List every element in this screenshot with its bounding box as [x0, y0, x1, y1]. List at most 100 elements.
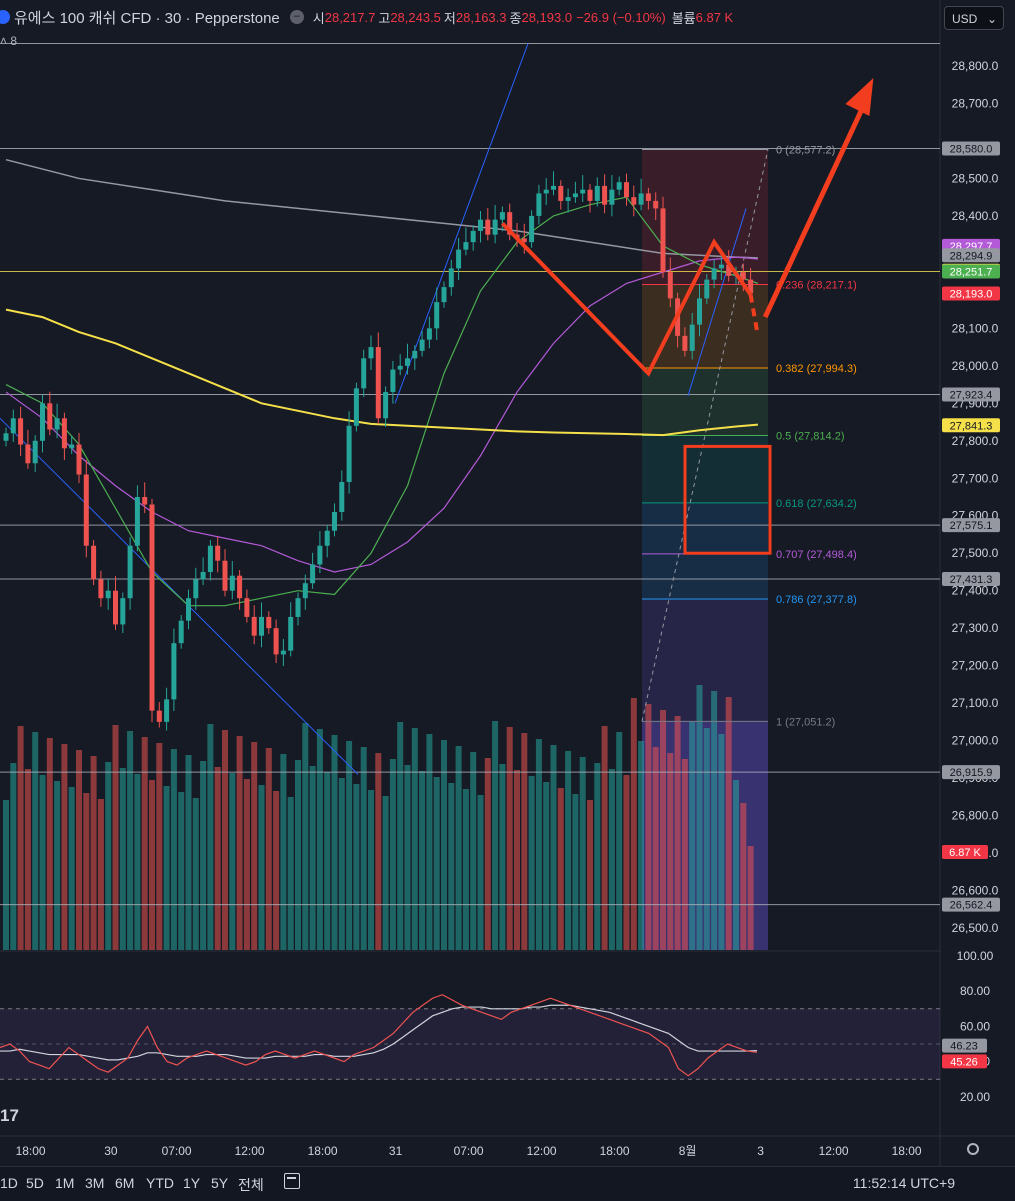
rsi-tick-label: 80.00	[960, 984, 990, 998]
range-1d-button[interactable]: 1D	[0, 1175, 18, 1191]
volume-bar	[747, 846, 754, 950]
fib-level-label: 0.5 (27,814.2)	[776, 430, 845, 442]
volume-bar	[528, 776, 535, 950]
candle-body	[419, 339, 425, 351]
collapse-chevron-icon[interactable]: ˄	[0, 34, 11, 48]
ma-green-line	[5, 196, 759, 607]
rsi-signal-tag-label: 46.23	[950, 1041, 978, 1053]
low-value: 28,163.3	[455, 9, 507, 25]
price-tag	[942, 141, 1000, 156]
time-tick-label: 12:00	[235, 1144, 265, 1158]
volume-bar	[638, 741, 645, 950]
chart-canvas[interactable]: 0 (28,577.2) 0.236 (28,217.1) 0.382 (27,99…	[0, 0, 1015, 1166]
volume-bar	[499, 764, 506, 950]
price-tag-label: 26,915.9	[950, 767, 993, 779]
volume-bar	[68, 787, 75, 950]
volume-bar	[243, 779, 250, 950]
volume-bar	[703, 728, 710, 950]
range-3m-button[interactable]: 3M	[85, 1175, 105, 1191]
candle-body	[660, 208, 666, 273]
price-tick-label: 27,700.0	[952, 471, 999, 485]
price-tag	[942, 765, 1000, 780]
volume-bar	[97, 799, 104, 950]
candle-body	[748, 279, 754, 294]
candle-body	[463, 242, 469, 250]
range-all-button[interactable]: 전체	[238, 1177, 264, 1193]
volume-bar	[572, 794, 579, 950]
fib-level-label: 0 (28,577.2)	[776, 145, 835, 157]
candle-body	[536, 193, 542, 216]
volume-bar	[725, 697, 732, 950]
candle-body	[682, 335, 688, 351]
time-tick-label: 30	[104, 1144, 118, 1158]
currency-select[interactable]: USD ⌄	[944, 6, 1004, 30]
price-tag	[942, 264, 1000, 279]
gear-icon[interactable]	[967, 1143, 979, 1155]
calendar-icon[interactable]	[284, 1173, 300, 1189]
volume-bar	[149, 780, 155, 950]
volume-bar	[426, 734, 433, 950]
volume-bar	[287, 797, 294, 950]
price-tag	[942, 571, 1000, 586]
range-5y-button[interactable]: 5Y	[211, 1175, 229, 1191]
candle-body	[324, 530, 330, 546]
candle-body	[638, 193, 644, 205]
candle-body	[32, 440, 38, 464]
fib-level-label: 0.236 (28,217.1)	[776, 279, 857, 291]
volume-bar	[740, 803, 747, 950]
candle-body	[383, 392, 389, 419]
candle-body	[689, 324, 695, 351]
candle-body	[521, 238, 527, 243]
volume-tag	[942, 845, 988, 859]
range-5d-button[interactable]: 5D	[26, 1175, 44, 1191]
volume-bar	[251, 742, 258, 950]
candle-body	[718, 264, 724, 269]
time-tick-label: 18:00	[892, 1144, 922, 1158]
volume-bar	[470, 752, 477, 950]
candle-body	[426, 328, 432, 340]
range-1y-button[interactable]: 1Y	[183, 1175, 201, 1191]
price-tag	[942, 418, 1000, 433]
candle-body	[740, 272, 746, 280]
candle-body	[61, 418, 67, 449]
rsi-signal-line	[0, 1004, 758, 1061]
volume-bar	[601, 726, 608, 950]
low-label: 저	[443, 10, 456, 26]
tradingview-logo-icon: 17	[0, 1106, 19, 1125]
price-tick-label: 27,800.0	[952, 434, 999, 448]
volume-bar	[667, 753, 674, 950]
price-tick-label: 27,400.0	[952, 584, 999, 598]
range-1m-button[interactable]: 1M	[55, 1175, 75, 1191]
volume-bar	[565, 751, 572, 950]
candle-body	[368, 347, 374, 359]
volume-bar	[521, 733, 528, 950]
volume-bar	[711, 691, 718, 950]
candle-body	[346, 425, 352, 483]
range-ytd-button[interactable]: YTD	[146, 1175, 174, 1191]
volume-bar	[280, 754, 287, 950]
price-tag	[942, 897, 1000, 912]
indicator-subline[interactable]: ˄ 8	[0, 34, 17, 48]
volume-bar	[484, 758, 491, 950]
volume-bar	[222, 730, 228, 950]
currency-select-value: USD	[952, 12, 978, 26]
volume-bar	[192, 798, 199, 950]
ma-purple-line	[5, 256, 758, 573]
candle-body	[113, 590, 118, 625]
rsi-tag	[942, 1054, 987, 1069]
candle-body	[602, 185, 608, 205]
volume-bar	[214, 767, 221, 950]
price-tag-label: 26,562.4	[950, 900, 993, 912]
candle-body	[704, 279, 710, 299]
price-tick-label: 28,000.0	[952, 359, 999, 373]
time-tick-label: 3	[757, 1144, 764, 1158]
price-tag	[942, 518, 1000, 533]
volume-bar	[170, 749, 177, 950]
symbol-title[interactable]: 유에스 100 캐쉬 CFD · 30 · Pepperstone	[14, 9, 280, 27]
volume-bar	[178, 792, 185, 950]
volume-bar	[105, 762, 112, 950]
market-status-icon[interactable]: –	[289, 10, 304, 24]
candle-body	[332, 511, 337, 531]
volume-bar	[39, 775, 46, 950]
range-6m-button[interactable]: 6M	[115, 1175, 135, 1191]
